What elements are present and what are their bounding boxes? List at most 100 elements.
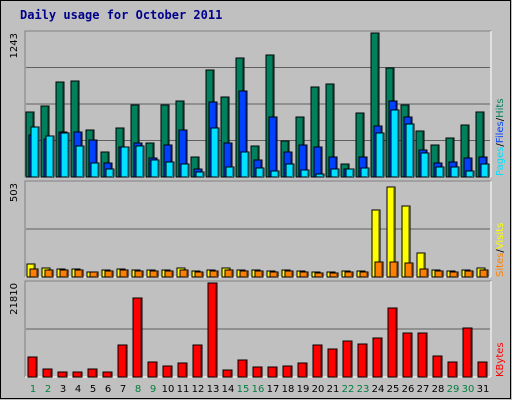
bar-kbytes-day-13: [207, 282, 218, 378]
y-max-label-bottom: 21810: [9, 283, 20, 315]
day-label-7: 7: [120, 384, 126, 395]
bar-shade: [362, 114, 364, 177]
bar-kbytes-day-6: [102, 371, 113, 378]
bar-shade: [306, 273, 308, 277]
bar-shade: [245, 92, 247, 177]
bar-pages-day-28: [435, 166, 445, 178]
bar-sites-day-6: [104, 270, 114, 278]
day-label-25: 25: [387, 384, 400, 395]
bar-pages-day-9: [150, 159, 160, 178]
bar-shade: [52, 137, 54, 177]
bar-shade: [77, 82, 79, 177]
bar-shade: [65, 373, 67, 377]
bar-shade: [292, 165, 294, 177]
bar-sites-day-24: [374, 261, 384, 278]
day-label-9: 9: [150, 384, 156, 395]
bar-pages-day-17: [270, 170, 280, 178]
bar-shade: [95, 370, 97, 377]
day-label-2: 2: [45, 384, 51, 395]
bar-shade: [378, 211, 380, 277]
legend-top: Pages/Files/Hits: [495, 98, 506, 176]
bar-shade: [277, 172, 279, 177]
bar-pages-day-13: [210, 127, 220, 178]
bar-shade: [397, 111, 399, 177]
bar-kbytes-day-20: [312, 344, 323, 378]
bar-shade: [185, 364, 187, 377]
bar-kbytes-day-21: [327, 348, 338, 378]
bar-kbytes-day-23: [357, 343, 368, 378]
bar-shade: [200, 346, 202, 377]
bar-pages-day-8: [135, 145, 145, 178]
bar-shade: [470, 329, 472, 377]
bar-kbytes-day-22: [342, 340, 353, 378]
bar-kbytes-day-4: [72, 371, 83, 378]
bar-sites-day-7: [119, 269, 129, 278]
bar-shade: [126, 271, 128, 277]
bar-sites-day-16: [254, 270, 264, 278]
bar-sites-day-22: [344, 271, 354, 278]
bar-shade: [423, 254, 425, 277]
bar-kbytes-day-12: [192, 344, 203, 378]
day-label-10: 10: [162, 384, 175, 395]
panel-middle: 503 Sites/Visits: [9, 180, 506, 278]
bar-pages-day-27: [420, 152, 430, 178]
bar-shade: [472, 172, 474, 177]
bar-sites-day-19: [299, 271, 309, 278]
day-label-27: 27: [417, 384, 430, 395]
bar-sites-day-27: [419, 268, 429, 278]
bar-shade: [456, 273, 458, 277]
legend-item-visits: Visits: [495, 223, 506, 250]
bar-sites-day-31: [479, 269, 489, 278]
bar-shade: [482, 113, 484, 177]
bar-shade: [155, 363, 157, 377]
day-label-11: 11: [177, 384, 190, 395]
bar-shade: [411, 264, 413, 277]
bar-shade: [351, 273, 353, 277]
bar-sites-day-2: [44, 269, 54, 278]
bar-sites-day-13: [209, 270, 219, 278]
day-label-29: 29: [447, 384, 460, 395]
bar-pages-day-16: [255, 167, 265, 178]
bar-pages-day-20: [315, 173, 325, 178]
bar-shade: [247, 153, 249, 177]
bar-pages-day-1: [30, 126, 40, 178]
bar-pages-day-10: [165, 161, 175, 178]
bar-shade: [471, 272, 473, 277]
bar-kbytes-day-7: [117, 344, 128, 378]
bar-shade: [396, 263, 398, 277]
bar-pages-day-4: [75, 145, 85, 178]
bar-pages-day-29: [450, 166, 460, 178]
bar-shade: [276, 273, 278, 277]
bar-pages-day-21: [330, 168, 340, 178]
bar-shade: [167, 106, 169, 177]
legend-item-separator: /: [495, 249, 506, 253]
bar-shade: [382, 134, 384, 177]
bar-sites-day-12: [194, 271, 204, 278]
bar-shade: [290, 367, 292, 377]
bar-shade: [185, 131, 187, 177]
bar-kbytes-day-28: [432, 355, 443, 378]
bar-shade: [337, 170, 339, 177]
bar-shade: [230, 144, 232, 177]
day-label-21: 21: [327, 384, 340, 395]
day-label-16: 16: [252, 384, 265, 395]
day-label-30: 30: [462, 384, 475, 395]
bar-shade: [437, 146, 439, 177]
bar-shade: [80, 373, 82, 377]
bar-shade: [470, 159, 472, 177]
bar-shade: [157, 161, 159, 177]
bar-sites-day-3: [59, 269, 69, 278]
bar-shade: [216, 272, 218, 277]
bar-shade: [262, 169, 264, 177]
bar-shade: [305, 146, 307, 177]
bar-shade: [350, 342, 352, 377]
legend-bottom: KBytes: [495, 342, 506, 377]
bar-kbytes-day-9: [147, 361, 158, 378]
day-label-14: 14: [222, 384, 235, 395]
bar-pages-day-24: [375, 132, 385, 178]
bar-shade: [442, 168, 444, 177]
bar-sites-day-25: [389, 261, 399, 278]
bar-pages-day-5: [90, 162, 100, 178]
bar-shade: [217, 129, 219, 177]
bar-pages-day-30: [465, 170, 475, 178]
